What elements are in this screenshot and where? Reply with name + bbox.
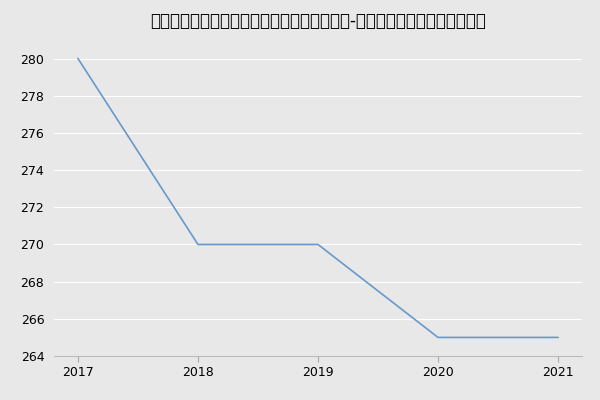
Title: 空军工程大学航空航天工程学院军队指挥学（-历年复试）研究生录取分数线: 空军工程大学航空航天工程学院军队指挥学（-历年复试）研究生录取分数线 bbox=[150, 12, 486, 30]
